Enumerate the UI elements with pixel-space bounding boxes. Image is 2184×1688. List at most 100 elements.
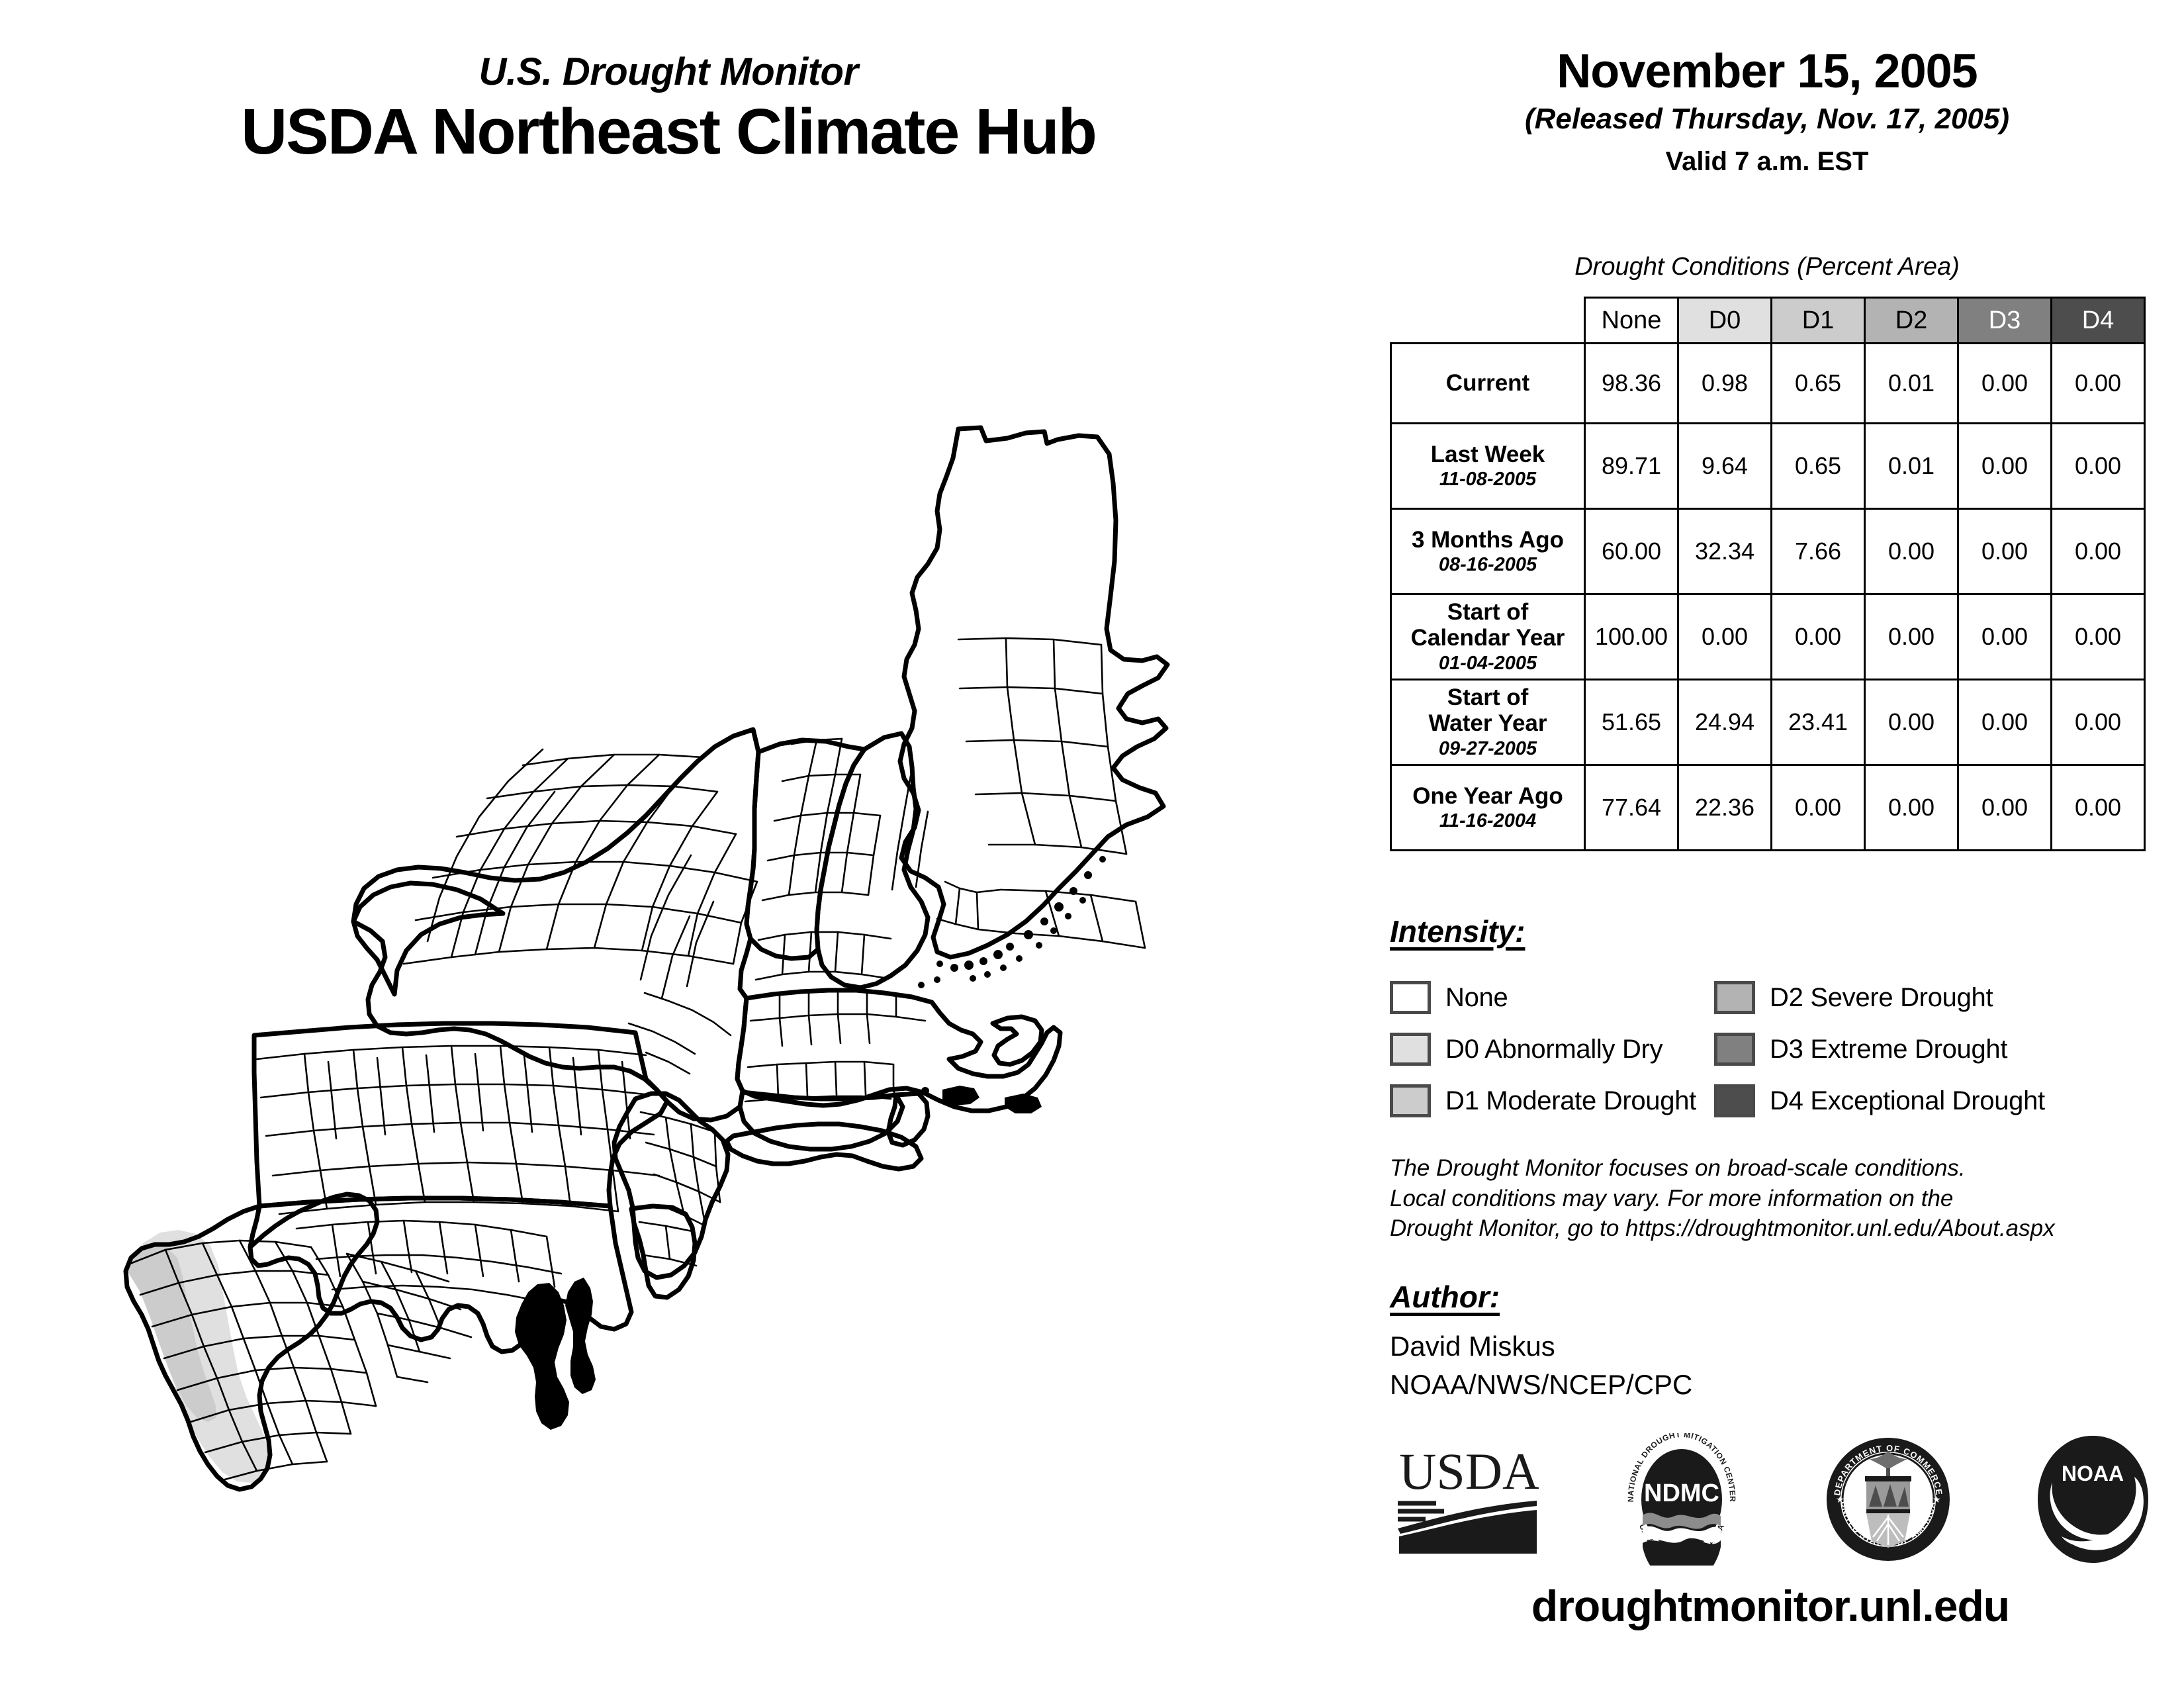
table-header-row: None D0 D1 D2 D3 D4 — [1391, 297, 2146, 344]
cell-d0-0: 0.98 — [1677, 342, 1772, 424]
title-block: U.S. Drought Monitor USDA Northeast Clim… — [0, 53, 1337, 165]
disclaimer-line-3: Drought Monitor, go to https://droughtmo… — [1390, 1215, 2055, 1241]
northeast-drought-map — [86, 397, 1330, 1523]
legend-label-none: None — [1445, 982, 1508, 1012]
cell-d4-2: 0.00 — [2050, 508, 2146, 595]
cell-d4-1: 0.00 — [2050, 422, 2146, 510]
cell-d1-4: 23.41 — [1770, 679, 1866, 766]
svg-text:NDMC: NDMC — [1644, 1479, 1719, 1507]
table-header-d4: D4 — [2050, 297, 2146, 344]
cell-d3-2: 0.00 — [1957, 508, 2052, 595]
author-heading: Author: — [1390, 1280, 1500, 1314]
row-label-text: One Year Ago — [1412, 782, 1563, 809]
svg-text:USDA: USDA — [1399, 1442, 1539, 1500]
row-label-date: 09-27-2005 — [1438, 737, 1537, 759]
legend-swatch-none — [1390, 981, 1431, 1014]
coastal-islands — [515, 856, 1106, 1430]
legend-item-d1: D1 Moderate Drought — [1390, 1084, 1714, 1117]
legend-item-d2: D2 Severe Drought — [1714, 981, 2151, 1014]
disclaimer-line-2: Local conditions may vary. For more info… — [1390, 1185, 1954, 1211]
drought-conditions-table: None D0 D1 D2 D3 D4 Current 98.36 0.98 0.65 0.01 0.… — [1390, 297, 2146, 851]
valid-time: Valid 7 a.m. EST — [1665, 147, 1869, 176]
program-title: U.S. Drought Monitor — [478, 50, 858, 93]
cell-d1-3: 0.00 — [1770, 593, 1866, 680]
legend-swatch-d0 — [1390, 1033, 1431, 1066]
drought-shading-layer — [126, 1230, 270, 1483]
table-caption: Drought Conditions (Percent Area) — [1574, 253, 1960, 281]
legend-swatch-d3 — [1714, 1033, 1755, 1066]
row-label-2: 3 Months Ago 08-16-2005 — [1390, 508, 1586, 595]
svg-text:NOAA: NOAA — [2062, 1462, 2124, 1485]
table-row: One Year Ago 11-16-2004 77.64 22.36 0.00 0.00… — [1390, 764, 2146, 851]
intensity-heading: Intensity: — [1390, 914, 1525, 949]
cell-d3-3: 0.00 — [1957, 593, 2052, 680]
cell-d3-0: 0.00 — [1957, 342, 2052, 424]
author-name: David Miskus — [1390, 1331, 1555, 1362]
cell-d4-4: 0.00 — [2050, 679, 2146, 766]
row-label-text: Start of Water Year — [1428, 684, 1547, 737]
table-header-d0: D0 — [1677, 297, 1772, 344]
table-row: Last Week 11-08-2005 89.71 9.64 0.65 0.01 0.00… — [1390, 422, 2146, 510]
table-row: Current 98.36 0.98 0.65 0.01 0.00 0.00 — [1390, 342, 2146, 424]
cell-d0-4: 24.94 — [1677, 679, 1772, 766]
legend-label-d1: D1 Moderate Drought — [1445, 1086, 1696, 1115]
legend-label-d3: D3 Extreme Drought — [1770, 1034, 2008, 1064]
cell-d0-1: 9.64 — [1677, 422, 1772, 510]
cell-d2-4: 0.00 — [1864, 679, 1959, 766]
cell-d2-1: 0.01 — [1864, 422, 1959, 510]
legend-item-d4: D4 Exceptional Drought — [1714, 1084, 2151, 1117]
table-header-none: None — [1584, 297, 1679, 344]
row-label-date: 11-08-2005 — [1439, 468, 1537, 490]
row-label-0: Current — [1390, 342, 1586, 424]
table-header-d3: D3 — [1957, 297, 2052, 344]
logo-row: USDA NATIONAL DROUGHT MITIGATION CENTER … — [1383, 1430, 2164, 1569]
state-boundaries — [123, 425, 1170, 1492]
cell-d0-3: 0.00 — [1677, 593, 1772, 680]
ndmc-logo: NATIONAL DROUGHT MITIGATION CENTER UNIVE… — [1624, 1433, 1740, 1566]
row-label-date: 08-16-2005 — [1438, 553, 1537, 575]
cell-d1-0: 0.65 — [1770, 342, 1866, 424]
cell-d0-5: 22.36 — [1677, 764, 1772, 851]
cell-d1-5: 0.00 — [1770, 764, 1866, 851]
cell-none-2: 60.00 — [1584, 508, 1679, 595]
table-row: 3 Months Ago 08-16-2005 60.00 32.34 7.66 0.00… — [1390, 508, 2146, 595]
cell-none-4: 51.65 — [1584, 679, 1679, 766]
row-label-text: Start of Calendar Year — [1410, 599, 1565, 651]
cell-d4-5: 0.00 — [2050, 764, 2146, 851]
cell-none-1: 89.71 — [1584, 422, 1679, 510]
website-url: droughtmonitor.unl.edu — [1531, 1581, 2010, 1630]
cell-d4-3: 0.00 — [2050, 593, 2146, 680]
legend-label-d2: D2 Severe Drought — [1770, 982, 1993, 1012]
disclaimer: The Drought Monitor focuses on broad-sca… — [1390, 1153, 2177, 1244]
usda-logo: USDA — [1398, 1442, 1539, 1554]
cell-none-5: 77.64 — [1584, 764, 1679, 851]
legend-item-d3: D3 Extreme Drought — [1714, 1033, 2151, 1066]
cell-none-3: 100.00 — [1584, 593, 1679, 680]
cell-none-0: 98.36 — [1584, 342, 1679, 424]
row-label-text: Last Week — [1430, 441, 1545, 467]
legend-swatch-d4 — [1714, 1084, 1755, 1117]
legend-label-d0: D0 Abnormally Dry — [1445, 1034, 1663, 1064]
author-organization: NOAA/NWS/NCEP/CPC — [1390, 1369, 1693, 1400]
cell-d2-5: 0.00 — [1864, 764, 1959, 851]
cell-d0-2: 32.34 — [1677, 508, 1772, 595]
legend-swatch-d2 — [1714, 981, 1755, 1014]
date-block: November 15, 2005 (Released Thursday, No… — [1377, 48, 2158, 175]
table-corner-cell — [1391, 298, 1585, 344]
legend-swatch-d1 — [1390, 1084, 1431, 1117]
row-label-text: 3 Months Ago — [1411, 526, 1565, 553]
legend-item-d0: D0 Abnormally Dry — [1390, 1033, 1714, 1066]
table-header-d2: D2 — [1864, 297, 1959, 344]
row-label-date: 11-16-2004 — [1439, 810, 1537, 831]
disclaimer-line-1: The Drought Monitor focuses on broad-sca… — [1390, 1155, 1966, 1181]
table-row: Start of Water Year 09-27-2005 51.65 24.94 23… — [1390, 679, 2146, 766]
row-label-3: Start of Calendar Year 01-04-2005 — [1390, 593, 1586, 680]
table-header-d1: D1 — [1770, 297, 1866, 344]
valid-date: November 15, 2005 — [1557, 45, 1978, 98]
cell-d3-1: 0.00 — [1957, 422, 2052, 510]
cell-d1-2: 7.66 — [1770, 508, 1866, 595]
county-boundaries — [127, 637, 1146, 1481]
legend-label-d4: D4 Exceptional Drought — [1770, 1086, 2045, 1115]
row-label-5: One Year Ago 11-16-2004 — [1390, 764, 1586, 851]
cell-d2-2: 0.00 — [1864, 508, 1959, 595]
